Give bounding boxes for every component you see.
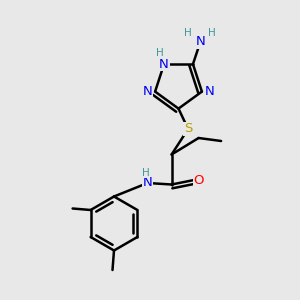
Text: N: N: [196, 35, 205, 48]
Text: N: N: [143, 85, 152, 98]
Text: H: H: [156, 48, 164, 58]
Text: O: O: [193, 173, 204, 187]
Text: N: N: [205, 85, 214, 98]
Text: H: H: [142, 167, 150, 178]
Text: N: N: [159, 58, 169, 70]
Text: S: S: [184, 122, 192, 136]
Text: H: H: [184, 28, 192, 38]
Text: H: H: [208, 28, 216, 38]
Text: N: N: [143, 176, 152, 190]
